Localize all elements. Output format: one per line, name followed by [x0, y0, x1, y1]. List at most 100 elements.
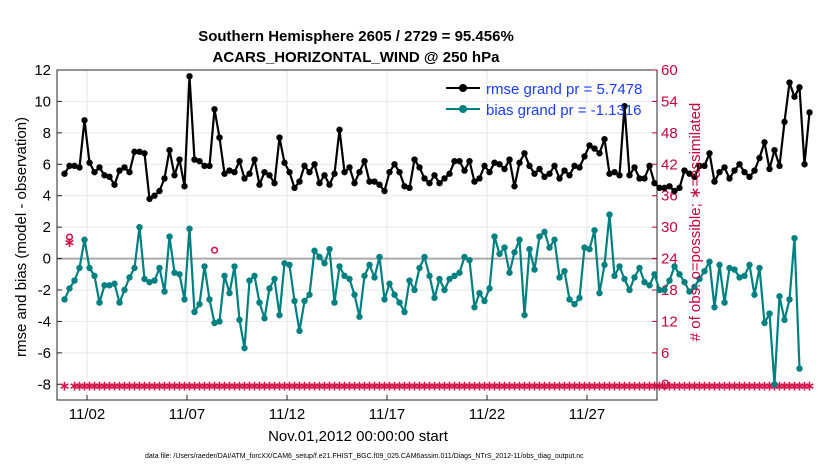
obs-assimilated-point: ∗: [424, 377, 436, 393]
bias-point: [226, 289, 233, 297]
rmse-point: [746, 173, 753, 181]
obs-assimilated-point: ∗: [479, 377, 491, 393]
rmse-point: [716, 168, 723, 176]
rmse-point: [641, 175, 648, 182]
bias-point: [511, 249, 518, 256]
bias-point: [456, 269, 463, 276]
bias-point: [126, 274, 133, 281]
bias-point: [721, 299, 728, 306]
bias-point: [731, 266, 738, 273]
obs-assimilated-point: ∗: [144, 377, 156, 393]
bias-point: [481, 297, 488, 305]
rmse-point: [801, 161, 808, 168]
obs-assimilated-point: ∗: [399, 377, 411, 393]
obs-assimilated-point: ∗: [419, 377, 431, 393]
rmse-point: [331, 170, 338, 177]
rmse-point: [311, 161, 318, 168]
obs-assimilated-point: ∗: [139, 377, 151, 393]
x-tick-label: 11/12: [269, 406, 305, 423]
rmse-point: [576, 164, 583, 171]
obs-assimilated-point: ∗: [339, 377, 351, 393]
rmse-point: [521, 150, 528, 157]
rmse-point: [681, 167, 688, 174]
bias-point: [676, 271, 683, 278]
rmse-point: [181, 183, 188, 190]
obs-assimilated-point: ∗: [299, 377, 311, 393]
rmse-point: [606, 170, 613, 177]
obs-assimilated-point: ∗: [779, 377, 791, 393]
bias-point: [216, 318, 223, 325]
bias-point: [746, 261, 753, 269]
bias-point: [71, 277, 78, 284]
rmse-point: [81, 117, 88, 124]
bias-point: [151, 277, 158, 284]
obs-assimilated-point: ∗: [614, 377, 626, 393]
bias-point: [771, 381, 778, 388]
y-right-tick-label: 30: [661, 219, 678, 236]
rmse-point: [126, 168, 133, 176]
bias-point: [536, 233, 543, 240]
rmse-point: [786, 79, 793, 86]
rmse-point: [141, 150, 148, 157]
obs-assimilated-point: ∗: [79, 377, 91, 393]
obs-assimilated-point: ∗: [389, 377, 401, 393]
bias-point: [316, 253, 323, 261]
rmse-point: [486, 168, 493, 176]
rmse-point: [421, 175, 428, 182]
obs-assimilated-point: ∗: [464, 377, 476, 393]
obs-assimilated-point: ∗: [644, 377, 656, 393]
rmse-point: [366, 178, 373, 185]
obs-assimilated-point: ∗: [214, 377, 226, 393]
rmse-point: [596, 150, 603, 157]
bias-point: [391, 291, 398, 298]
obs-assimilated-point: ∗: [799, 377, 811, 393]
rmse-point: [536, 165, 543, 173]
obs-assimilated-point: ∗: [119, 377, 131, 393]
rmse-point: [671, 187, 678, 195]
obs-possible-point: [65, 233, 74, 241]
bias-point: [796, 365, 803, 372]
obs-assimilated-point: ∗: [179, 377, 191, 393]
rmse-point: [741, 168, 748, 176]
bias-point: [256, 299, 263, 306]
rmse-point: [206, 162, 213, 170]
obs-assimilated-point: ∗: [189, 377, 201, 393]
rmse-point: [326, 181, 333, 188]
bias-point: [91, 272, 98, 280]
obs-assimilated-point: ∗: [364, 377, 376, 393]
obs-assimilated-point: ∗: [159, 377, 171, 393]
rmse-point: [201, 162, 208, 170]
obs-assimilated-point: ∗: [804, 377, 816, 393]
obs-assimilated-point: ∗: [439, 377, 451, 393]
obs-assimilated-point: ∗: [169, 377, 181, 393]
bias-point: [156, 264, 163, 272]
bias-point: [251, 272, 258, 280]
obs-assimilated-point: ∗: [109, 377, 121, 393]
y-tick-label: -4: [38, 313, 51, 330]
obs-assimilated-point: ∗: [349, 377, 361, 393]
rmse-point: [676, 184, 683, 192]
bias-point: [371, 274, 378, 281]
obs-assimilated-point: ∗: [84, 377, 96, 393]
rmse-point: [291, 184, 298, 192]
rmse-point: [706, 150, 713, 157]
rmse-point: [396, 168, 403, 176]
legend-rmse-label: rmse grand pr = 5.7478: [486, 81, 642, 98]
obs-assimilated-point: ∗: [504, 377, 516, 393]
rmse-point: [551, 162, 558, 170]
obs-assimilated-point: ∗: [609, 377, 621, 393]
bias-point: [641, 278, 648, 286]
obs-assimilated-point: ∗: [564, 377, 576, 393]
bias-point: [211, 319, 218, 327]
obs-assimilated-point: ∗: [684, 377, 696, 393]
bias-point: [666, 277, 673, 284]
obs-assimilated-point: ∗: [704, 377, 716, 393]
legend-bias-marker: [459, 105, 467, 113]
bias-point: [546, 244, 553, 251]
x-tick-label: 11/02: [69, 406, 105, 423]
bias-point: [246, 277, 253, 284]
rmse-point: [96, 164, 103, 171]
rmse-point: [296, 178, 303, 185]
rmse-point: [91, 168, 98, 176]
